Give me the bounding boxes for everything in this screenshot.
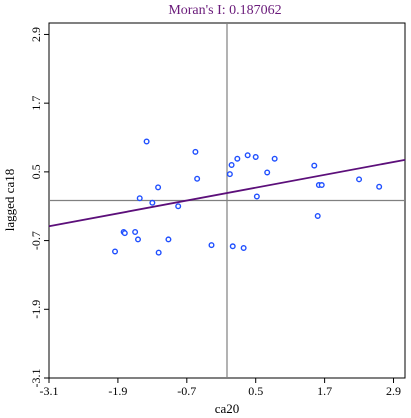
x-tick-label: -3.1 [40,384,59,398]
y-tick-label: -0.7 [29,231,43,250]
data-point [314,212,321,219]
data-point [143,138,150,145]
x-tick-label: -1.9 [108,384,127,398]
data-point [192,148,199,155]
data-point [234,155,241,162]
data-point [252,153,259,160]
data-point [228,161,235,168]
data-point [264,169,271,176]
data-point [112,248,119,255]
data-point [229,243,236,250]
data-point [194,175,201,182]
y-tick-label: 2.9 [29,27,43,42]
data-point [121,230,128,237]
data-point [356,176,363,183]
data-points [112,138,383,256]
data-point [155,184,162,191]
x-tick-label: 2.9 [386,384,401,398]
data-point [226,171,233,178]
x-axis-label: ca20 [215,401,240,416]
y-axis-label: lagged ca18 [2,169,17,231]
y-axis: -3.1 -1.9 -0.7 0.5 1.7 2.9 [29,27,49,388]
x-tick-label: 1.7 [317,384,332,398]
data-point [318,182,325,189]
data-point [311,162,318,169]
data-point [244,152,251,159]
x-tick-label: -0.7 [177,384,196,398]
y-tick-label: -3.1 [29,369,43,388]
data-point [165,236,172,243]
data-point [240,245,247,252]
data-point [253,193,260,200]
y-tick-label: -1.9 [29,300,43,319]
chart-title: Moran's I: 0.187062 [168,3,281,18]
data-point [271,155,278,162]
x-axis: -3.1 -1.9 -0.7 0.5 1.7 2.9 [40,378,401,398]
y-tick-label: 0.5 [29,164,43,179]
data-point [134,236,141,243]
regression-line [48,158,406,228]
data-point [208,242,215,249]
data-point [376,183,383,190]
y-tick-label: 1.7 [29,96,43,111]
x-tick-label: 0.5 [248,384,263,398]
data-point [132,228,139,235]
data-point [155,249,162,256]
data-point [149,199,156,206]
data-point [136,195,143,202]
data-point [175,203,182,210]
